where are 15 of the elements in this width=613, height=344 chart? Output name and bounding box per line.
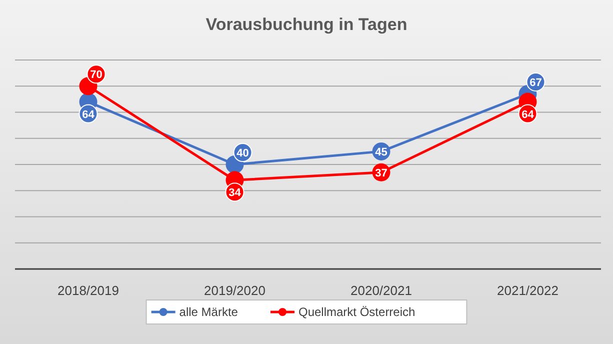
- data-label: 45: [375, 146, 388, 158]
- data-label: 64: [82, 108, 96, 121]
- legend-label: alle Märkte: [179, 305, 238, 319]
- data-label: 40: [236, 148, 249, 160]
- data-label: 70: [90, 69, 102, 82]
- x-tick-label: 2020/2021: [350, 283, 412, 298]
- x-tick-label: 2019/2020: [204, 283, 266, 298]
- x-tick-label: 2018/2019: [58, 283, 119, 298]
- chart-title: Vorausbuchung in Tagen: [206, 15, 408, 34]
- data-label: 64: [522, 108, 535, 121]
- legend-label: Quellmarkt Österreich: [298, 305, 416, 319]
- x-tick-label: 2021/2022: [497, 283, 558, 298]
- data-label: 34: [228, 187, 242, 200]
- data-label: 37: [375, 167, 388, 180]
- data-label: 67: [530, 76, 542, 89]
